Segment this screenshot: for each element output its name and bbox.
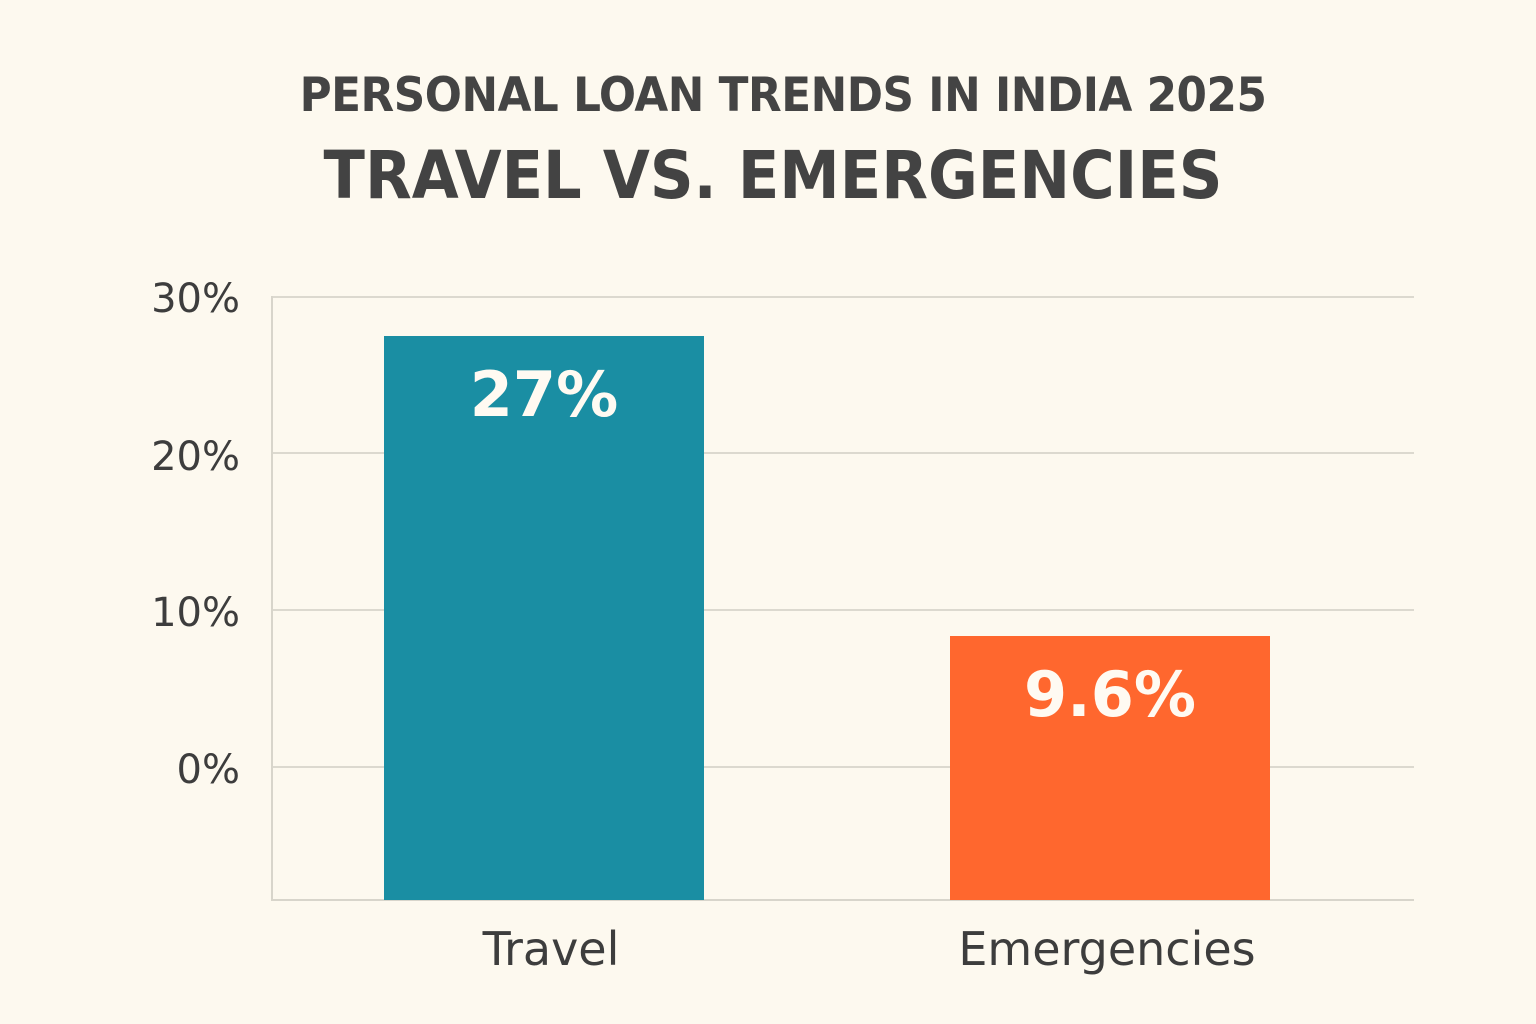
gridline-0 bbox=[271, 766, 1414, 768]
gridline-10 bbox=[271, 609, 1414, 611]
gridline-30 bbox=[271, 296, 1414, 298]
x-tick-travel: Travel bbox=[482, 922, 620, 976]
bar-travel: 27% bbox=[384, 336, 704, 900]
y-tick-20: 20% bbox=[151, 434, 240, 480]
bar-value-label-emergencies: 9.6% bbox=[1024, 658, 1196, 731]
x-tick-emergencies: Emergencies bbox=[958, 922, 1256, 976]
y-tick-10: 10% bbox=[151, 590, 240, 636]
plot-area bbox=[271, 296, 1414, 901]
chart-subtitle: TRAVEL VS. EMERGENCIES bbox=[323, 137, 1223, 214]
y-tick-30: 30% bbox=[151, 276, 240, 322]
gridline-20 bbox=[271, 452, 1414, 454]
chart-title: PERSONAL LOAN TRENDS IN INDIA 2025 bbox=[299, 68, 1267, 123]
bar-emergencies: 9.6% bbox=[950, 636, 1270, 900]
y-tick-0: 0% bbox=[176, 747, 240, 793]
bar-value-label-travel: 27% bbox=[469, 358, 619, 431]
